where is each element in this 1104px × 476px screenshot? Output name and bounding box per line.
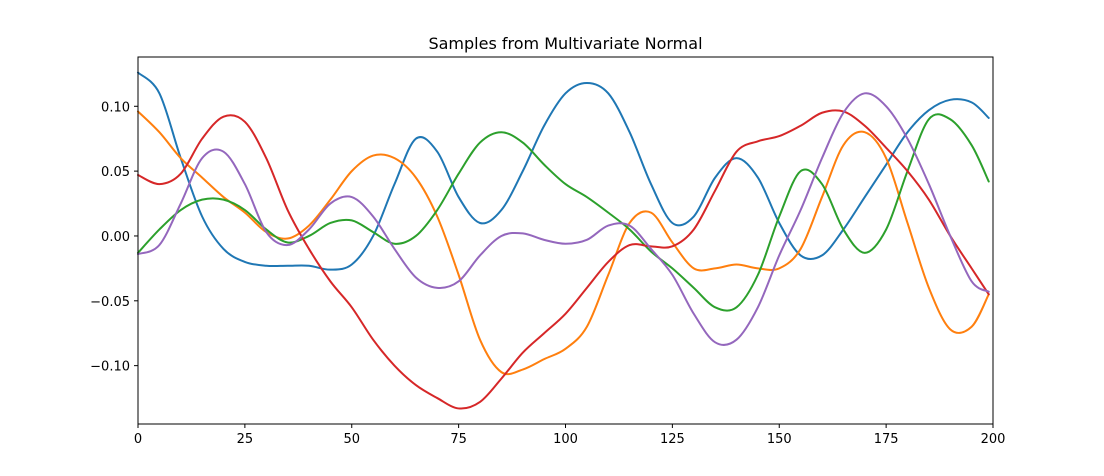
series-layer (137, 71, 990, 410)
y-tick-label: −0.05 (90, 295, 130, 310)
x-tick-label: 100 (553, 432, 578, 447)
x-tick-label: 50 (343, 432, 360, 447)
x-tick-label: 75 (450, 432, 467, 447)
series-line-2 (137, 110, 990, 376)
x-tick-label: 150 (767, 432, 792, 447)
x-axis: 0 25 50 75 100 125 150 175 200 (134, 424, 1006, 447)
series-line-5 (137, 92, 990, 346)
x-tick-label: 125 (660, 432, 685, 447)
series-line-1 (137, 71, 990, 271)
y-axis: −0.10 −0.05 0.00 0.05 0.10 (90, 100, 138, 375)
y-tick-label: 0.00 (101, 230, 130, 245)
y-tick-label: −0.10 (90, 360, 130, 375)
x-tick-label: 25 (237, 432, 254, 447)
y-tick-label: 0.10 (101, 100, 130, 115)
plot-frame (137, 56, 994, 425)
chart-title: Samples from Multivariate Normal (428, 34, 702, 53)
series-line-3 (137, 113, 990, 312)
series-line-4 (137, 109, 990, 410)
x-tick-label: 175 (874, 432, 899, 447)
x-tick-label: 0 (134, 432, 142, 447)
y-tick-label: 0.05 (101, 165, 130, 180)
x-tick-label: 200 (981, 432, 1006, 447)
